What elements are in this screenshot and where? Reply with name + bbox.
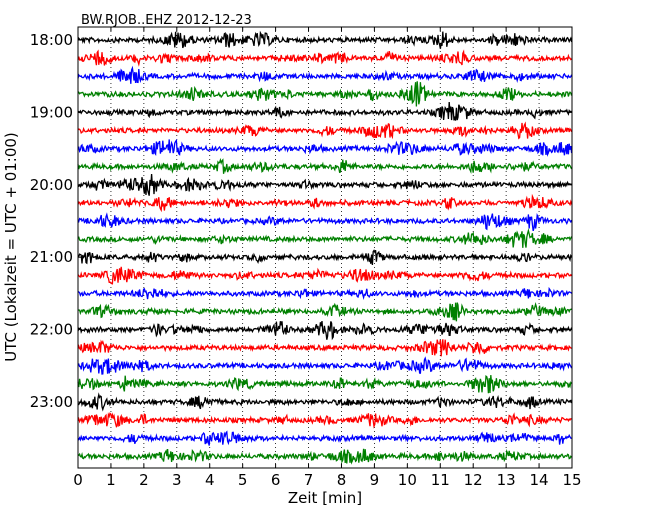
x-tick-label: 7 [304,471,314,489]
x-tick-label: 3 [172,471,182,489]
x-tick-label: 14 [530,471,549,489]
trace-line [77,249,573,265]
plot-frame [77,26,573,469]
trace-line [77,392,573,412]
x-tick-label: 4 [205,471,215,489]
trace-line [77,212,573,232]
x-tick-label: 6 [271,471,281,489]
y-tick-label: 23:00 [30,393,73,411]
trace-line [77,101,573,121]
x-axis-ticks: 0 1 2 3 4 5 6 7 8 9 10 11 12 13 14 15 [73,27,582,489]
trace-line [77,374,573,394]
trace-line [77,448,573,465]
x-tick-label: 9 [370,471,380,489]
trace-line [77,30,573,49]
y-axis-ticks: 18:00 19:00 20:00 21:00 22:00 23:00 [30,31,572,411]
x-axis-title: Zeit [min] [288,489,362,507]
x-tick-label: 12 [464,471,483,489]
trace-line [77,49,573,67]
trace-line [77,193,573,213]
trace-line [77,65,573,84]
trace-line [77,286,573,300]
y-tick-label: 18:00 [30,31,73,49]
trace-line [77,356,573,375]
trace-line [77,412,572,429]
trace-line [78,228,573,248]
x-tick-label: 0 [73,471,83,489]
x-tick-label: 13 [497,471,516,489]
x-tick-label: 15 [562,471,581,489]
trace-line [77,81,573,107]
chart-title: BW.RJOB..EHZ 2012-12-23 [81,13,252,28]
trace-line [77,430,572,446]
trace-line [77,121,573,140]
seismic-traces [77,30,573,465]
x-tick-label: 5 [238,471,248,489]
x-tick-label: 8 [337,471,347,489]
x-tick-label: 1 [106,471,116,489]
y-tick-label: 21:00 [30,248,73,266]
trace-line [77,339,572,357]
y-tick-label: 20:00 [30,176,73,194]
trace-line [77,320,573,341]
trace-line [77,266,573,285]
y-tick-label: 22:00 [30,321,73,339]
x-tick-label: 10 [398,471,417,489]
vertical-grid [110,27,540,468]
x-tick-label: 11 [431,471,450,489]
y-axis-title: UTC (Lokalzeit = UTC + 01:00) [2,132,20,362]
trace-line [77,138,573,157]
trace-line [77,301,572,322]
trace-line [77,173,573,196]
x-tick-label: 2 [139,471,149,489]
trace-line [77,157,573,175]
y-tick-label: 19:00 [30,103,73,121]
